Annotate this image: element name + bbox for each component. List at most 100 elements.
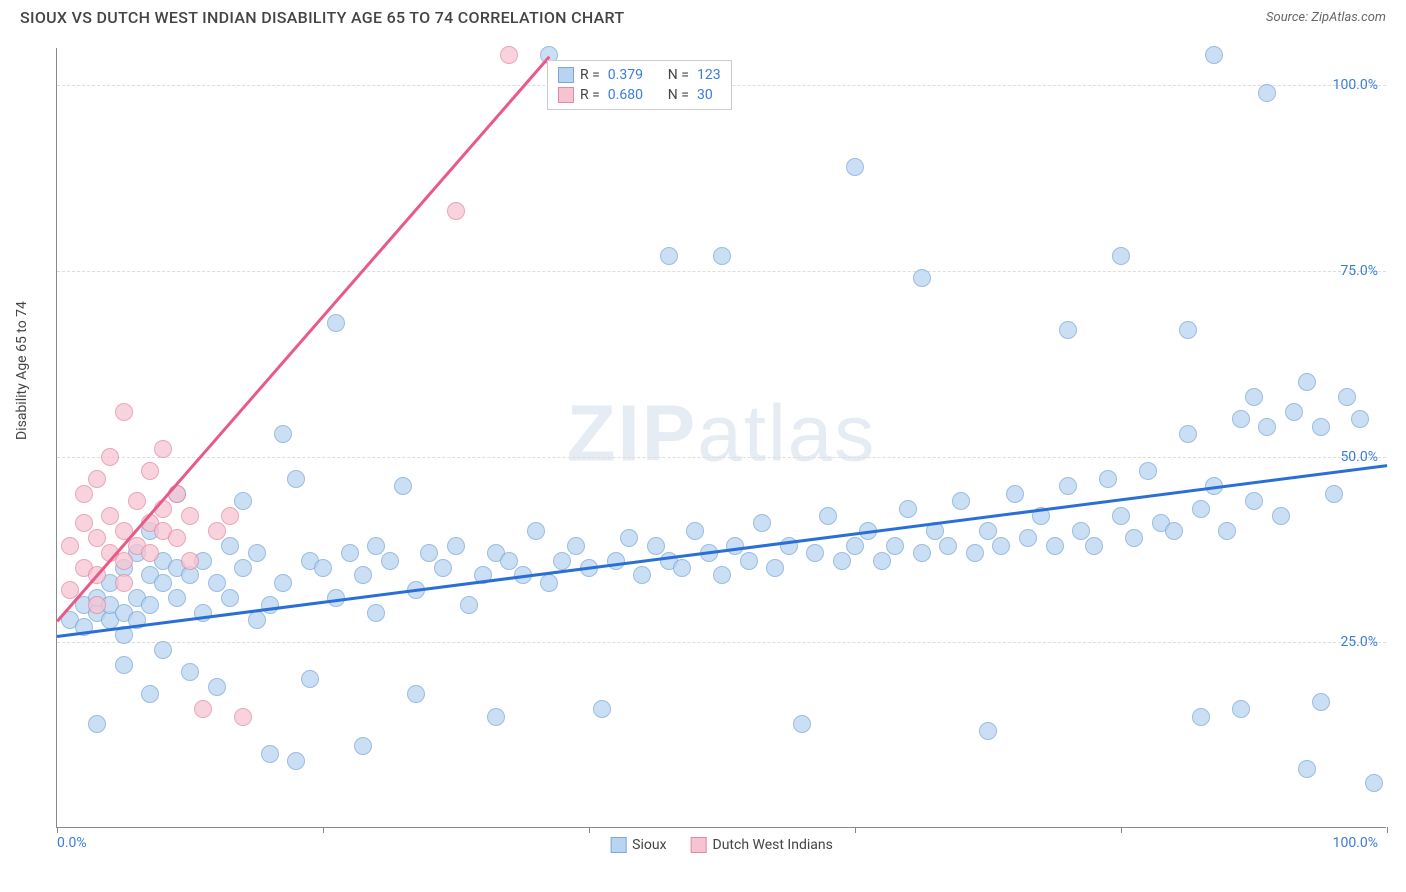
- data-point: [115, 403, 133, 421]
- data-point: [846, 537, 864, 555]
- data-point: [620, 529, 638, 547]
- data-point: [1232, 410, 1250, 428]
- data-point: [633, 566, 651, 584]
- data-point: [1059, 321, 1077, 339]
- data-point: [1125, 529, 1143, 547]
- data-point: [420, 544, 438, 562]
- y-tick-label: 100.0%: [1333, 77, 1378, 93]
- data-point: [128, 492, 146, 510]
- data-point: [194, 700, 212, 718]
- data-point: [1272, 507, 1290, 525]
- data-point: [873, 552, 891, 570]
- data-point: [1351, 410, 1369, 428]
- data-point: [248, 611, 266, 629]
- data-point: [367, 604, 385, 622]
- data-point: [394, 477, 412, 495]
- x-tick-mark: [57, 827, 58, 833]
- data-point: [713, 566, 731, 584]
- data-point: [447, 202, 465, 220]
- data-point: [819, 507, 837, 525]
- data-point: [1112, 507, 1130, 525]
- x-tick-mark: [323, 827, 324, 833]
- data-point: [101, 507, 119, 525]
- data-point: [1312, 693, 1330, 711]
- data-point: [1179, 321, 1197, 339]
- data-point: [979, 722, 997, 740]
- data-point: [793, 715, 811, 733]
- data-point: [168, 529, 186, 547]
- data-point: [1338, 388, 1356, 406]
- data-point: [154, 500, 172, 518]
- bottom-legend: Sioux Dutch West Indians: [610, 837, 833, 853]
- legend-n-value: 30: [697, 87, 713, 103]
- data-point: [1232, 700, 1250, 718]
- data-point: [1139, 462, 1157, 480]
- data-point: [846, 158, 864, 176]
- data-point: [88, 715, 106, 733]
- data-point: [115, 552, 133, 570]
- data-point: [115, 656, 133, 674]
- data-point: [952, 492, 970, 510]
- x-tick-mark: [589, 827, 590, 833]
- y-tick-label: 50.0%: [1340, 449, 1378, 465]
- data-point: [806, 544, 824, 562]
- legend-row: R =0.379N =123: [558, 65, 721, 85]
- x-tick-label: 0.0%: [57, 835, 87, 851]
- data-point: [88, 470, 106, 488]
- data-point: [1112, 247, 1130, 265]
- data-point: [287, 470, 305, 488]
- data-point: [154, 574, 172, 592]
- legend-r-value: 0.379: [608, 67, 654, 83]
- legend-item: Dutch West Indians: [691, 837, 833, 853]
- data-point: [75, 514, 93, 532]
- data-point: [593, 700, 611, 718]
- data-point: [500, 46, 518, 64]
- data-point: [1085, 537, 1103, 555]
- legend-label: Dutch West Indians: [713, 837, 833, 853]
- gridline-h: [57, 457, 1386, 458]
- data-point: [234, 559, 252, 577]
- data-point: [833, 552, 851, 570]
- data-point: [1258, 418, 1276, 436]
- data-point: [354, 737, 372, 755]
- data-point: [673, 559, 691, 577]
- y-tick-label: 75.0%: [1340, 263, 1378, 279]
- data-point: [274, 574, 292, 592]
- data-point: [141, 462, 159, 480]
- data-point: [354, 566, 372, 584]
- watermark: ZIPatlas: [567, 387, 876, 479]
- data-point: [1165, 522, 1183, 540]
- data-point: [88, 596, 106, 614]
- data-point: [154, 641, 172, 659]
- data-point: [1365, 774, 1383, 792]
- data-point: [1019, 529, 1037, 547]
- data-point: [447, 537, 465, 555]
- data-point: [553, 552, 571, 570]
- legend-n-value: 123: [697, 67, 721, 83]
- data-point: [115, 574, 133, 592]
- data-point: [221, 589, 239, 607]
- data-point: [913, 269, 931, 287]
- legend-label: Sioux: [632, 837, 666, 853]
- stats-legend: R =0.379N =123R =0.680N =30: [547, 60, 732, 110]
- data-point: [274, 425, 292, 443]
- y-tick-label: 25.0%: [1340, 634, 1378, 650]
- data-point: [913, 544, 931, 562]
- data-point: [713, 247, 731, 265]
- chart-title: SIOUX VS DUTCH WEST INDIAN DISABILITY AG…: [20, 8, 624, 27]
- data-point: [208, 522, 226, 540]
- data-point: [341, 544, 359, 562]
- legend-r-value: 0.680: [608, 87, 654, 103]
- data-point: [527, 522, 545, 540]
- data-point: [1205, 46, 1223, 64]
- data-point: [567, 537, 585, 555]
- data-point: [686, 522, 704, 540]
- data-point: [966, 544, 984, 562]
- title-bar: SIOUX VS DUTCH WEST INDIAN DISABILITY AG…: [0, 0, 1406, 31]
- data-point: [979, 522, 997, 540]
- data-point: [726, 537, 744, 555]
- data-point: [1298, 760, 1316, 778]
- data-point: [1285, 403, 1303, 421]
- data-point: [1325, 485, 1343, 503]
- data-point: [460, 596, 478, 614]
